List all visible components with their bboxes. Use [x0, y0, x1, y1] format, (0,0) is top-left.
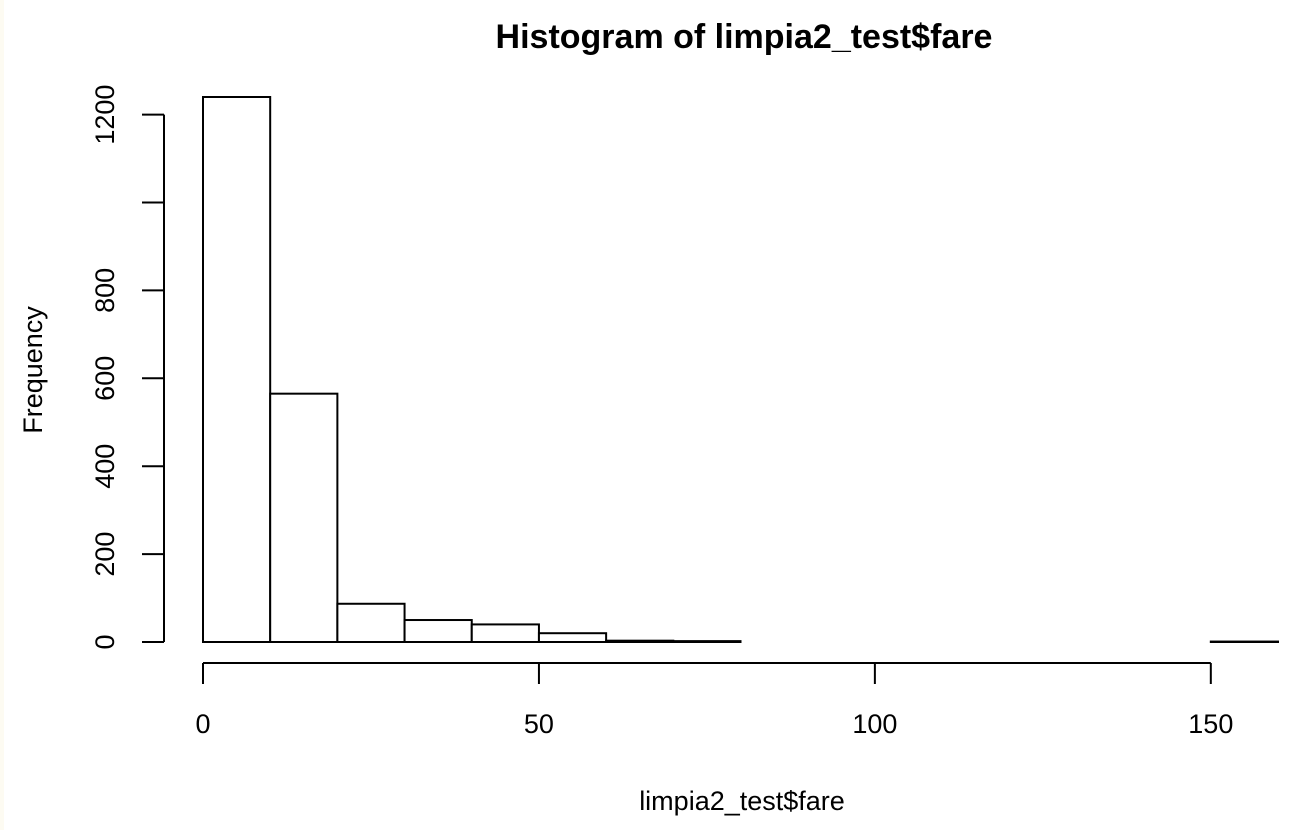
- y-tick-label: 200: [90, 532, 120, 577]
- y-tick-label: 800: [90, 268, 120, 313]
- y-axis: 0 200 400 600 800 1200: [90, 85, 165, 650]
- histogram-bar: [672, 640, 742, 644]
- x-tick-label: 0: [195, 709, 210, 739]
- y-tick-label: 600: [90, 356, 120, 401]
- histogram-bar: [605, 639, 675, 644]
- y-tick-label: 1200: [90, 85, 120, 145]
- x-axis-label: limpia2_test$fare: [639, 786, 845, 816]
- histogram-svg: Histogram of limpia2_test$fare limpia2_t…: [18, 18, 1279, 816]
- x-tick-label: 150: [1188, 709, 1233, 739]
- histogram-bar: [403, 619, 473, 643]
- x-tick-label: 50: [524, 709, 554, 739]
- histogram-bar: [537, 632, 608, 643]
- chart-title: Histogram of limpia2_test$fare: [496, 18, 993, 56]
- histogram-bar: [202, 96, 272, 643]
- histogram-bar: [470, 623, 540, 644]
- histogram-bar: [336, 602, 406, 643]
- y-tick-label: 400: [90, 444, 120, 489]
- x-axis: 0 50 100 150: [195, 662, 1233, 739]
- histogram-plot: Histogram of limpia2_test$fare limpia2_t…: [4, 0, 1310, 830]
- histogram-bar: [269, 392, 339, 644]
- x-tick-label: 100: [852, 709, 897, 739]
- histogram-bars: [202, 96, 1279, 644]
- y-tick-label: 0: [90, 634, 120, 649]
- y-axis-label: Frequency: [18, 306, 48, 434]
